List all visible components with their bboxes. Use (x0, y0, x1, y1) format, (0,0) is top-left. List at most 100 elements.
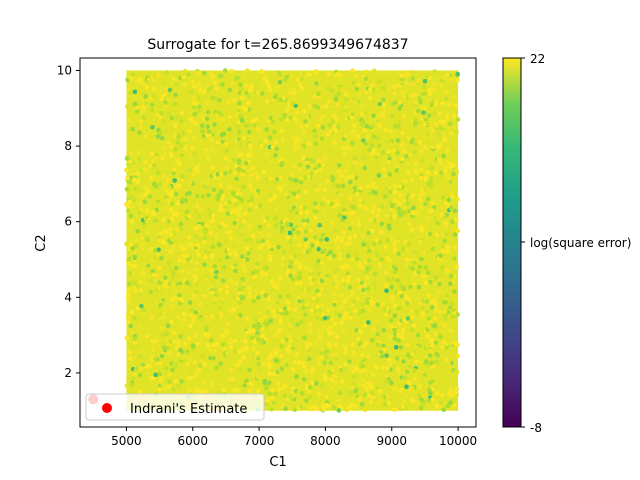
scatter-point (361, 290, 367, 296)
scatter-point (166, 111, 171, 117)
scatter-point (147, 194, 152, 199)
scatter-point (423, 280, 429, 286)
scatter-point (187, 214, 192, 219)
scatter-point (273, 215, 278, 221)
scatter-point (451, 113, 457, 119)
scatter-point (394, 356, 400, 361)
scatter-point (298, 180, 304, 185)
scatter-point (449, 341, 454, 346)
scatter-point (149, 102, 155, 107)
scatter-point (247, 207, 253, 212)
scatter-point (375, 342, 380, 347)
scatter-point (163, 206, 168, 211)
scatter-point (127, 349, 132, 355)
scatter-point (386, 276, 391, 281)
scatter-point (307, 395, 312, 400)
scatter-point (422, 114, 428, 119)
scatter-point (301, 331, 307, 337)
scatter-point (391, 84, 397, 90)
scatter-point (228, 169, 233, 174)
scatter-point (350, 174, 355, 179)
scatter-point (362, 392, 368, 398)
scatter-point (343, 345, 348, 351)
scatter-point (205, 343, 210, 348)
scatter-point (354, 182, 360, 188)
scatter-point (208, 355, 213, 361)
scatter-point (452, 227, 457, 232)
scatter-point (436, 330, 442, 335)
scatter-point (151, 277, 156, 282)
scatter-point (138, 366, 144, 371)
scatter-point (395, 387, 401, 392)
scatter-point (362, 165, 367, 171)
scatter-point (259, 69, 264, 75)
scatter-point (270, 119, 275, 124)
scatter-point (231, 157, 237, 163)
scatter-point (204, 314, 209, 320)
scatter-point (290, 277, 295, 282)
scatter-point (210, 362, 215, 368)
scatter-point (381, 262, 386, 267)
scatter-point (314, 205, 320, 210)
scatter-point (169, 361, 174, 366)
scatter-point (296, 189, 301, 194)
scatter-point (374, 238, 379, 243)
scatter-point (439, 205, 445, 210)
scatter-point (187, 336, 192, 341)
scatter-point (256, 361, 261, 367)
scatter-point (263, 386, 269, 391)
scatter-point (283, 77, 288, 83)
scatter-point (362, 155, 368, 160)
scatter-point (176, 315, 181, 320)
scatter-point (278, 97, 283, 102)
scatter-point (352, 205, 357, 210)
scatter-point (317, 117, 323, 122)
scatter-point (170, 367, 175, 372)
scatter-point (389, 243, 394, 248)
scatter-point (239, 223, 244, 229)
scatter-point (448, 179, 453, 184)
scatter-point (161, 183, 167, 188)
scatter-point (257, 257, 262, 263)
scatter-point (152, 79, 157, 84)
scatter-point (190, 79, 195, 85)
scatter-point (230, 81, 235, 87)
scatter-point (374, 155, 379, 160)
scatter-point (373, 129, 378, 135)
scatter-point (247, 149, 253, 154)
scatter-point (450, 194, 455, 199)
scatter-point (298, 176, 303, 181)
scatter-point (301, 377, 307, 382)
scatter-point (392, 198, 398, 203)
scatter-point (182, 137, 187, 142)
scatter-point (381, 167, 387, 172)
scatter-point (423, 175, 428, 181)
scatter-point (247, 223, 253, 228)
scatter-point (166, 238, 172, 244)
scatter-point (315, 267, 320, 272)
scatter-point (314, 262, 319, 267)
scatter-point (221, 387, 226, 392)
scatter-point (173, 191, 179, 197)
scatter-point (267, 380, 272, 385)
scatter-point (295, 194, 301, 200)
scatter-point (429, 176, 434, 181)
scatter-point (396, 251, 401, 256)
scatter-point (455, 353, 460, 359)
scatter-point (256, 295, 261, 300)
scatter-point (380, 112, 385, 118)
scatter-point (271, 179, 277, 184)
scatter-point (124, 383, 129, 388)
scatter-point (334, 72, 339, 78)
scatter-point (174, 300, 180, 306)
scatter-point (141, 307, 146, 313)
scatter-point (357, 357, 362, 362)
scatter-point (326, 71, 332, 77)
scatter-point (374, 159, 380, 164)
scatter-point (429, 299, 434, 304)
scatter-point (351, 299, 356, 304)
scatter-point (199, 138, 205, 144)
scatter-point (344, 73, 349, 78)
scatter-point (272, 283, 277, 288)
scatter-point (152, 248, 158, 253)
